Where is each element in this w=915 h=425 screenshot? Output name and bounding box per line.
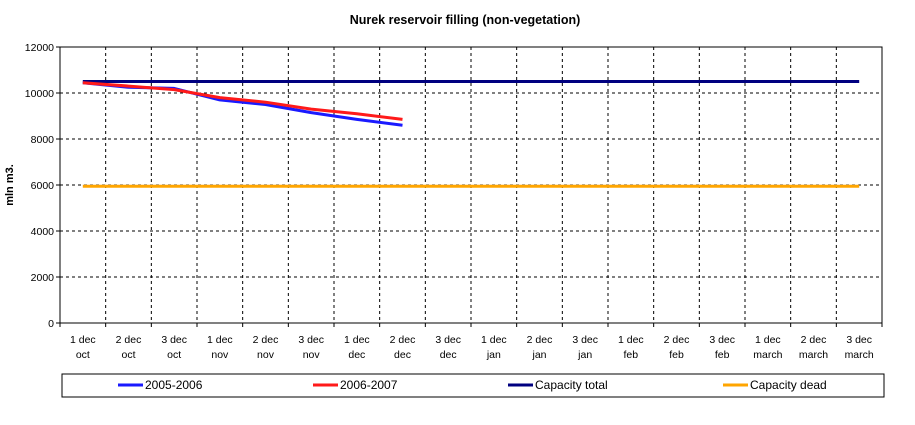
legend-label-capacity-dead: Capacity dead bbox=[750, 378, 827, 392]
y-tick-label: 8000 bbox=[31, 134, 55, 146]
x-axis: 1 dec oct 2 dec oct 3 dec oct 1 dec nov 2 dec nov… bbox=[59, 323, 883, 361]
series-line-2006-2007 bbox=[82, 81, 403, 121]
x-tick-label: 1 dec feb bbox=[618, 334, 644, 361]
series-group bbox=[82, 80, 860, 188]
x-tick-label: 3 dec dec bbox=[435, 334, 461, 361]
x-tick-label: 3 dec nov bbox=[298, 334, 324, 361]
x-tick-label: 2 dec nov bbox=[253, 334, 279, 361]
x-tick-label: 2 dec oct bbox=[116, 334, 142, 361]
legend-label-2005-2006: 2005-2006 bbox=[145, 378, 203, 392]
x-tick-label: 3 dec oct bbox=[161, 334, 187, 361]
y-tick-label: 0 bbox=[48, 318, 54, 330]
legend bbox=[61, 373, 885, 398]
legend-items: 2005-2006 2006-2007 Capacity total Capacity… bbox=[118, 378, 827, 392]
x-tick-label: 3 dec jan bbox=[572, 334, 598, 361]
x-tick-label: 1 dec jan bbox=[481, 334, 507, 361]
x-tick-label: 1 dec march bbox=[753, 334, 782, 361]
y-tick-label: 10000 bbox=[25, 88, 54, 100]
y-tick-label: 2000 bbox=[31, 272, 55, 284]
chart-title: Nurek reservoir filling (non-vegetation) bbox=[350, 13, 581, 27]
y-axis: 0 2000 4000 6000 8000 10000 12000 bbox=[25, 42, 60, 330]
legend-label-capacity-total: Capacity total bbox=[535, 378, 608, 392]
x-tick-label: 1 dec nov bbox=[207, 334, 233, 361]
x-tick-label: 2 dec dec bbox=[390, 334, 416, 361]
y-axis-label: mln m3. bbox=[4, 164, 16, 206]
y-tick-label: 4000 bbox=[31, 226, 55, 238]
x-tick-label: 3 dec feb bbox=[709, 334, 735, 361]
x-tick-label: 2 dec march bbox=[799, 334, 828, 361]
y-tick-label: 6000 bbox=[31, 180, 55, 192]
x-tick-label: 3 dec march bbox=[845, 334, 874, 361]
y-tick-label: 12000 bbox=[25, 42, 54, 54]
legend-label-2006-2007: 2006-2007 bbox=[340, 378, 398, 392]
x-tick-label: 2 dec jan bbox=[527, 334, 553, 361]
x-tick-label: 1 dec dec bbox=[344, 334, 370, 361]
x-tick-label: 1 dec oct bbox=[70, 334, 96, 361]
x-tick-label: 2 dec feb bbox=[664, 334, 690, 361]
